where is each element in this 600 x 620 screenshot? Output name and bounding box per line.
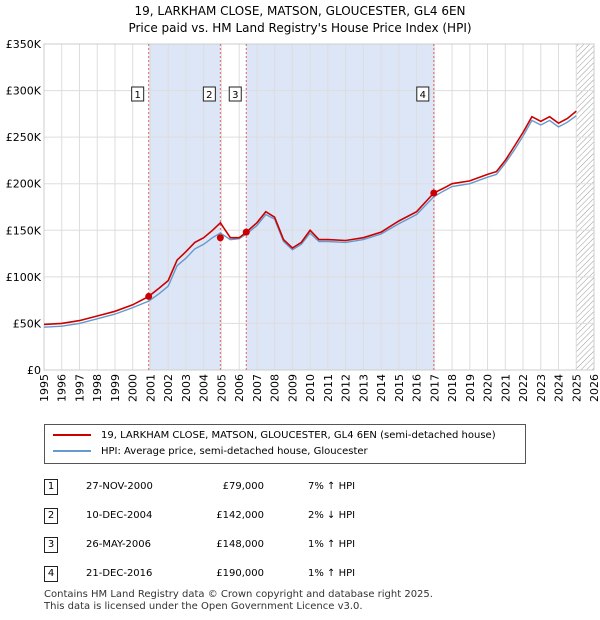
x-tick-label: 2005: [215, 374, 228, 402]
x-tick-label: 1995: [38, 374, 51, 402]
x-tick-label: 2026: [588, 374, 600, 402]
sale-number-badge: 2: [44, 507, 58, 524]
table-row: 1 27-NOV-2000 £79,000 7% ↑ HPI: [44, 472, 355, 501]
x-tick-label: 2012: [340, 374, 353, 402]
sale-marker: [242, 228, 250, 236]
x-tick-label: 2021: [499, 374, 512, 402]
x-tick-label: 2003: [180, 374, 193, 402]
y-tick-label: £100K: [6, 271, 42, 284]
table-row: 2 10-DEC-2004 £142,000 2% ↓ HPI: [44, 501, 355, 530]
sale-hpi-diff: 1% ↑ HPI: [308, 568, 356, 579]
y-tick-label: £200K: [6, 178, 42, 191]
legend-item-property: 19, LARKHAM CLOSE, MATSON, GLOUCESTER, G…: [53, 429, 496, 443]
x-tick-label: 2025: [570, 374, 583, 402]
y-tick-label: £300K: [6, 85, 42, 98]
x-tick-label: 2023: [535, 374, 548, 402]
sale-marker: [216, 234, 224, 242]
sale-label-box: [416, 86, 430, 102]
sale-price: £142,000: [216, 510, 264, 521]
x-tick-label: 1999: [109, 374, 122, 402]
x-tick-label: 2013: [357, 374, 370, 402]
x-tick-label: 2009: [286, 374, 299, 402]
sales-table: 1 27-NOV-2000 £79,000 7% ↑ HPI 2 10-DEC-…: [44, 472, 355, 588]
forecast-hatch: [576, 44, 594, 370]
x-tick-label: 1998: [91, 374, 104, 402]
x-tick-label: 2019: [464, 374, 477, 402]
x-tick-label: 1996: [56, 374, 69, 402]
sale-date: 26-MAY-2006: [86, 539, 152, 550]
footer: Contains HM Land Registry data © Crown c…: [44, 589, 433, 613]
footer-license: This data is licensed under the Open Gov…: [44, 601, 363, 612]
legend-label-property: 19, LARKHAM CLOSE, MATSON, GLOUCESTER, G…: [101, 430, 496, 441]
sale-label-box: [228, 86, 242, 102]
sale-label-number: 3: [232, 90, 238, 101]
y-tick-label: £350K: [6, 38, 42, 51]
x-tick-label: 2011: [322, 374, 335, 402]
x-tick-label: 2010: [304, 374, 317, 402]
sale-date: 27-NOV-2000: [86, 481, 153, 492]
sale-number-badge: 3: [44, 536, 58, 553]
x-tick-label: 2016: [411, 374, 424, 402]
x-tick-label: 2008: [269, 374, 282, 402]
x-tick-label: 2002: [162, 374, 175, 402]
hpi-line: [43, 115, 577, 328]
x-tick-label: 2024: [553, 374, 566, 402]
x-tick-label: 2007: [251, 374, 264, 402]
x-tick-label: 2006: [233, 374, 246, 402]
sale-label-box: [202, 86, 216, 102]
sale-hpi-diff: 7% ↑ HPI: [308, 481, 356, 492]
legend: 19, LARKHAM CLOSE, MATSON, GLOUCESTER, G…: [44, 424, 526, 464]
x-tick-label: 2001: [144, 374, 157, 402]
sale-label-box: [131, 86, 145, 102]
x-tick-label: 2020: [482, 374, 495, 402]
y-tick-label: £50K: [13, 317, 42, 330]
y-tick-label: £250K: [6, 131, 42, 144]
table-row: 4 21-DEC-2016 £190,000 1% ↑ HPI: [44, 559, 355, 588]
legend-swatch-hpi: [53, 450, 91, 452]
chart-subtitle: Price paid vs. HM Land Registry's House …: [128, 21, 472, 35]
sale-hpi-diff: 1% ↑ HPI: [308, 539, 356, 550]
legend-label-hpi: HPI: Average price, semi-detached house,…: [101, 446, 368, 457]
property-price-line: [43, 110, 577, 326]
sale-number-badge: 4: [44, 565, 58, 582]
sale-date: 10-DEC-2004: [86, 510, 153, 521]
sale-price: £148,000: [216, 539, 264, 550]
sale-date: 21-DEC-2016: [86, 568, 153, 579]
sale-marker: [145, 292, 153, 300]
table-row: 3 26-MAY-2006 £148,000 1% ↑ HPI: [44, 530, 355, 559]
sale-price: £79,000: [222, 481, 264, 492]
x-tick-label: 2018: [446, 374, 459, 402]
x-tick-label: 1997: [73, 374, 86, 402]
price-chart: 1 2 3 4 £0 £50K £100K £150K £200K £250K £300K £350K…: [6, 38, 600, 402]
sale-price: £190,000: [216, 568, 264, 579]
x-tick-label: 2017: [428, 374, 441, 402]
x-tick-label: 2015: [393, 374, 406, 402]
sale-label-number: 4: [420, 90, 426, 101]
sale-label-number: 1: [134, 90, 140, 101]
sale-marker: [430, 189, 438, 197]
chart-title: 19, LARKHAM CLOSE, MATSON, GLOUCESTER, G…: [134, 4, 466, 18]
x-tick-label: 2022: [517, 374, 530, 402]
sale-label-number: 2: [206, 90, 212, 101]
legend-item-hpi: HPI: Average price, semi-detached house,…: [53, 445, 368, 459]
sale-hpi-diff: 2% ↓ HPI: [308, 510, 356, 521]
plot-frame: [43, 43, 595, 371]
sale-number-badge: 1: [44, 478, 58, 495]
x-tick-label: 2014: [375, 374, 388, 402]
y-tick-label: £150K: [6, 224, 42, 237]
x-tick-label: 2004: [198, 374, 211, 402]
shaded-period: [246, 44, 434, 370]
y-tick-label: £0: [27, 364, 41, 377]
footer-copyright: Contains HM Land Registry data © Crown c…: [44, 589, 433, 600]
legend-swatch-property: [53, 434, 91, 436]
x-tick-label: 2000: [127, 374, 140, 402]
